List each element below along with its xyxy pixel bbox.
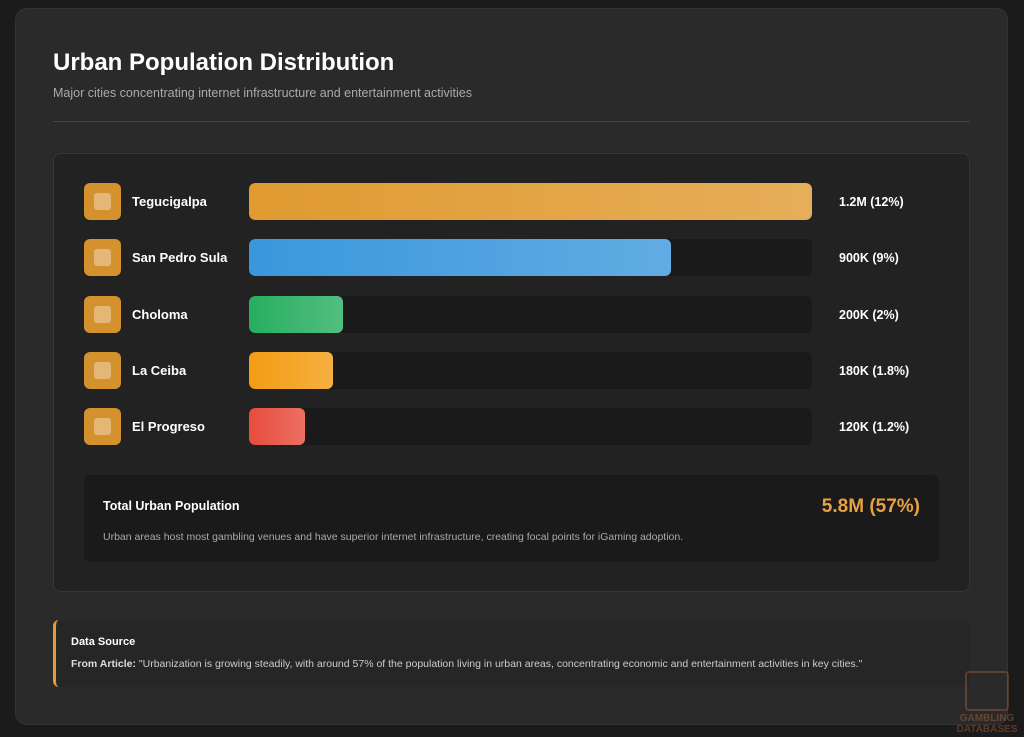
city-icon — [84, 351, 121, 389]
category-label: Choloma — [132, 306, 188, 322]
bar-track — [249, 351, 812, 389]
summary-label: Total Urban Population — [103, 499, 240, 513]
summary-note: Urban areas host most gambling venues an… — [103, 531, 684, 543]
summary-value: 5.8M (57%) — [821, 496, 920, 517]
bar-track — [249, 295, 812, 333]
source-quote: "Urbanization is growing steadily, with … — [138, 658, 863, 670]
category-label: La Ceiba — [132, 362, 187, 378]
city-icon — [84, 183, 121, 220]
watermark: GAMBLING DATABASES — [952, 667, 1022, 735]
value-label: 900K (9%) — [839, 251, 899, 266]
bar-track — [249, 183, 812, 220]
value-label: 120K (1.2%) — [839, 420, 910, 435]
category-label: Tegucigalpa — [132, 194, 207, 209]
chart-title: Urban Population Distribution — [53, 49, 395, 76]
bar-track — [249, 408, 812, 446]
bar — [249, 239, 672, 277]
source-box: Data Source From Article: "Urbanization … — [53, 620, 970, 687]
watermark-logo — [965, 671, 1009, 711]
city-icon — [84, 295, 121, 333]
watermark-text: GAMBLING DATABASES — [956, 713, 1018, 735]
bar — [249, 295, 343, 333]
source-title: Data Source — [71, 636, 136, 648]
divider — [53, 121, 970, 122]
category-label: San Pedro Sula — [132, 250, 228, 266]
value-label: 200K (2%) — [839, 307, 899, 322]
bar — [249, 351, 334, 389]
value-label: 1.2M (12%) — [839, 195, 904, 209]
bar — [249, 183, 812, 220]
city-icon — [84, 239, 121, 277]
summary-box: Total Urban Population 5.8M (57%) Urban … — [84, 475, 939, 562]
category-label: El Progreso — [132, 419, 205, 435]
bar — [249, 408, 306, 446]
chart-subtitle: Major cities concentrating internet infr… — [53, 86, 472, 100]
source-line: From Article: "Urbanization is growing s… — [71, 658, 862, 670]
value-label: 180K (1.8%) — [839, 363, 910, 378]
source-prefix: From Article: — [71, 658, 136, 670]
bar-track — [249, 239, 812, 277]
city-icon — [84, 408, 121, 446]
